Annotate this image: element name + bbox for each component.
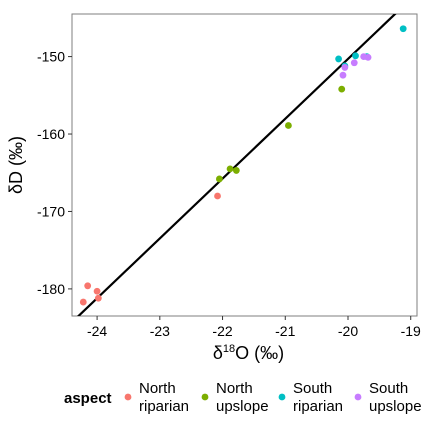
legend-label-line1: South xyxy=(293,380,332,397)
x-tick-label: -21 xyxy=(275,323,295,339)
legend-label-line1: South xyxy=(369,380,408,397)
legend-label-line1: North xyxy=(216,380,253,397)
y-tick-label: -180 xyxy=(37,281,65,297)
data-point-south-upslope xyxy=(341,64,349,71)
legend-label-line1: North xyxy=(139,380,176,397)
data-point-north-upslope xyxy=(216,175,223,183)
legend-key-north-upslope xyxy=(201,393,209,401)
data-point-north-upslope xyxy=(285,122,292,129)
data-point-south-upslope xyxy=(339,71,347,79)
legend-label-line2: upslope xyxy=(369,398,422,415)
x-tick-label: -24 xyxy=(87,323,107,339)
legend-key-south-upslope xyxy=(354,393,362,401)
data-point-south-upslope xyxy=(350,59,358,67)
y-axis-title: δD (‰) xyxy=(6,136,26,194)
legend: aspectNorthriparianNorthupslopeSouthripa… xyxy=(64,380,422,415)
data-point-north-upslope xyxy=(232,167,240,174)
fit-line xyxy=(76,14,397,316)
data-point-south-upslope xyxy=(364,53,372,61)
legend-key-north-riparian xyxy=(124,393,132,401)
legend-label-line2: riparian xyxy=(293,398,343,415)
legend-title: aspect xyxy=(64,390,112,407)
plot-panel xyxy=(71,13,418,317)
y-tick-label: -160 xyxy=(37,126,65,142)
data-point-north-riparian xyxy=(84,282,92,290)
x-axis-title: δ18O (‰) xyxy=(213,343,284,363)
x-tick-label: -22 xyxy=(212,323,232,339)
data-point-north-upslope xyxy=(226,165,234,173)
x-tick-label: -23 xyxy=(150,323,170,339)
y-tick-label: -150 xyxy=(37,49,65,65)
data-point-north-riparian xyxy=(214,192,221,200)
y-tick-label: -170 xyxy=(37,203,65,219)
data-point-north-riparian xyxy=(79,298,87,306)
data-point-north-riparian xyxy=(94,294,102,302)
data-point-north-riparian xyxy=(93,287,101,295)
legend-label-line2: riparian xyxy=(139,398,189,415)
x-tick-label: -20 xyxy=(338,323,358,339)
data-point-south-riparian xyxy=(399,25,407,33)
legend-label-line2: upslope xyxy=(216,398,269,415)
data-point-north-upslope xyxy=(338,85,346,93)
data-point-south-riparian xyxy=(352,52,359,60)
x-tick-label: -19 xyxy=(401,323,421,339)
data-point-south-riparian xyxy=(335,55,342,63)
legend-key-south-riparian xyxy=(278,393,286,401)
